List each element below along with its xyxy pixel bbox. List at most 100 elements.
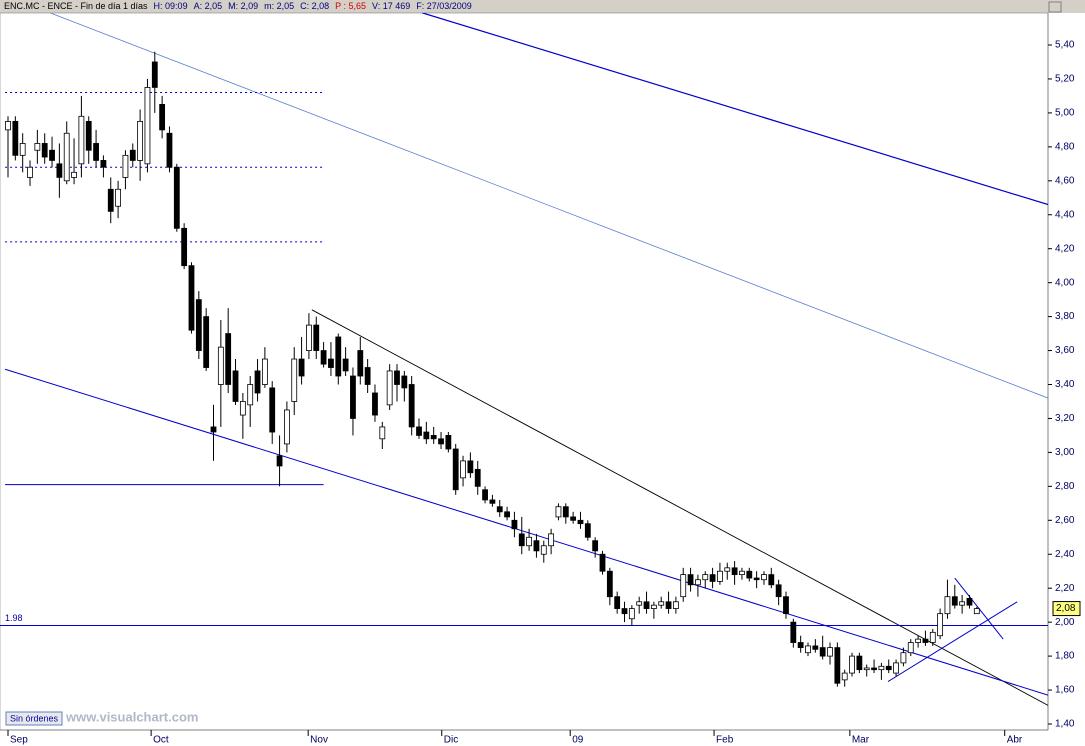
candle-body [783,596,789,615]
orders-button[interactable] [5,711,63,726]
candle-body [12,120,19,156]
candle-body [239,401,246,416]
candle-body [122,154,129,178]
candle-body [181,227,188,267]
candle-body [100,160,107,168]
candle-body [584,523,591,538]
candle-body [761,574,767,581]
candle-body [350,375,356,419]
candle-body [518,533,525,547]
candle-body [460,460,466,479]
last-price-label: 2,08 [1056,603,1076,614]
candle-body [555,506,562,518]
candle-body [746,570,753,579]
candle-body [298,358,305,377]
candle-body [283,409,290,445]
candle-body [863,667,870,671]
candle-body [225,333,232,385]
candle-body [5,120,11,131]
candle-body [702,574,709,581]
candle-body [643,601,650,609]
candle-body [614,596,621,609]
candle-body [335,336,342,377]
x-tick-label: Abr [1007,735,1023,746]
candle-body [379,426,386,440]
candle-body [628,608,635,620]
candle-body [496,506,503,513]
y-tick-label: 2,80 [1055,481,1075,492]
candle-body [636,601,643,606]
candle-body [526,536,533,547]
y-tick-label: 1,40 [1055,719,1075,730]
candle-body [834,647,841,684]
candle-body [71,171,77,178]
candle-body [775,584,782,598]
candle-body [922,638,929,643]
candle-body [107,188,114,212]
y-tick-label: 4,80 [1055,141,1075,152]
candle-body [819,647,826,657]
candle-body [540,545,547,555]
candle-body [548,533,555,547]
y-tick-label: 5,20 [1055,74,1075,85]
y-tick-label: 4,60 [1055,175,1075,186]
candle-body [438,438,444,445]
candle-body [753,577,760,581]
candle-body [959,601,966,606]
candle-body [276,455,283,467]
candle-body [306,324,312,351]
orders-button-label[interactable]: Sin órdenes [10,713,59,723]
candle-body [739,570,745,576]
y-tick-label: 3,80 [1055,311,1075,322]
menu-button[interactable] [1048,1,1062,13]
candle-body [210,426,217,433]
candle-body [599,553,606,572]
candle-body [893,662,899,674]
y-tick-label: 4,40 [1055,209,1075,220]
candle-body [621,608,628,615]
candle-body [144,87,151,165]
candle-body [907,642,914,654]
candle-body [342,358,349,372]
candle-body [41,143,48,158]
y-tick-label: 4,00 [1055,277,1075,288]
candle-body [665,601,672,609]
header-field: A: 2,05 [194,1,223,11]
x-tick-label: Sep [10,735,28,746]
candle-body [474,468,481,487]
candle-body [915,638,921,643]
x-tick-label: Nov [310,735,328,746]
candle-body [695,579,701,586]
candle-body [372,392,378,416]
y-tick-label: 3,60 [1055,345,1075,356]
candle-body [797,642,804,649]
trend-line [421,13,1048,206]
header-field: P : 5,65 [335,1,366,11]
candle-body [511,519,518,530]
candle-body [849,655,855,674]
trend-line [887,601,1018,682]
candle-body [115,188,121,207]
candle-body [416,426,422,436]
candle-body [937,613,944,637]
candle-body [790,621,797,643]
candle-body [137,120,144,161]
candle-body [680,574,687,598]
header-field: H: 09:09 [154,1,188,11]
candle-body [247,384,254,406]
candle-body [49,149,55,161]
candle-body [709,574,716,582]
candle-body [445,435,452,450]
candle-body [966,597,973,606]
candle-body [489,499,496,504]
candle-body [672,601,679,609]
candle-body [650,604,657,609]
y-tick-label: 2,00 [1055,617,1075,628]
candle-body [900,652,907,664]
candle-body [394,370,400,385]
candle-body [973,608,980,615]
candle-body [166,132,173,168]
candle-body [203,316,210,368]
candle-body [188,265,195,331]
